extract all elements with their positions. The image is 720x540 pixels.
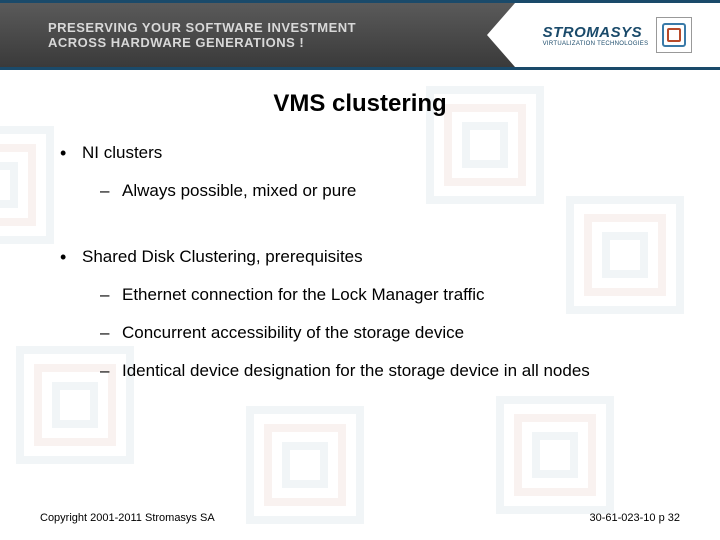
header-tagline: PRESERVING YOUR SOFTWARE INVESTMENT ACRO… [0,0,515,70]
bullet-list: NI clusters Always possible, mixed or pur… [40,143,680,381]
footer-docref: 30-61-023-10 p 32 [589,512,680,524]
bullet-item-l2: Ethernet connection for the Lock Manager… [100,285,680,305]
bullet-item-l2: Always possible, mixed or pure [100,181,680,201]
bullet-item-l2: Concurrent accessibility of the storage … [100,323,680,343]
tagline-line1: PRESERVING YOUR SOFTWARE INVESTMENT [48,20,515,35]
logo-icon [656,17,692,53]
logo-main: STROMASYS [543,24,643,41]
header: PRESERVING YOUR SOFTWARE INVESTMENT ACRO… [0,0,720,70]
header-logo-area: STROMASYS VIRTUALIZATION TECHNOLOGIES [515,0,720,70]
bullet-item-l2: Identical device designation for the sto… [100,361,680,381]
footer-copyright: Copyright 2001-2011 Stromasys SA [40,512,215,524]
bullet-item-l1: NI clusters [60,143,680,163]
slide-content: VMS clustering NI clusters Always possibl… [0,70,720,381]
logo-sub: VIRTUALIZATION TECHNOLOGIES [543,41,649,47]
header-divider [487,3,515,67]
footer: Copyright 2001-2011 Stromasys SA 30-61-0… [0,512,720,524]
bullet-item-l1: Shared Disk Clustering, prerequisites [60,247,680,267]
slide-title: VMS clustering [40,90,680,118]
tagline-line2: ACROSS HARDWARE GENERATIONS ! [48,35,515,50]
logo-text: STROMASYS VIRTUALIZATION TECHNOLOGIES [543,24,649,47]
